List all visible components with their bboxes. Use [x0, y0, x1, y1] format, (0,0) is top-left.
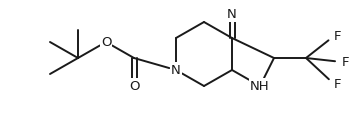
- Text: NH: NH: [250, 79, 270, 93]
- Text: F: F: [334, 29, 342, 43]
- Text: F: F: [334, 77, 342, 91]
- Text: F: F: [342, 55, 350, 69]
- Text: O: O: [101, 36, 111, 48]
- Text: N: N: [171, 63, 181, 77]
- Text: N: N: [227, 8, 237, 20]
- Text: O: O: [129, 79, 139, 93]
